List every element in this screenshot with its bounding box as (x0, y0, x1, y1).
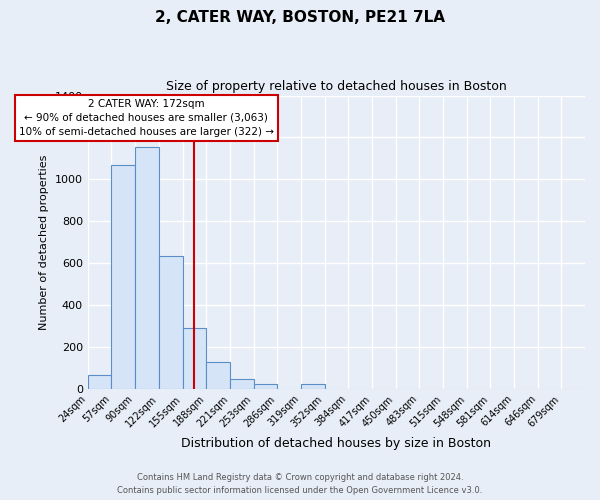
Bar (182, 328, 206, 389)
Bar (301, 384, 325, 389)
Bar (88, 376, 112, 389)
Bar (135, 147, 159, 389)
Text: 2 CATER WAY: 172sqm
← 90% of detached houses are smaller (3,063)
10% of semi-det: 2 CATER WAY: 172sqm ← 90% of detached ho… (19, 98, 274, 136)
Bar (159, 256, 182, 389)
Title: Size of property relative to detached houses in Boston: Size of property relative to detached ho… (166, 80, 507, 93)
Bar (230, 379, 254, 389)
Bar (206, 362, 230, 389)
Bar (254, 384, 277, 389)
X-axis label: Distribution of detached houses by size in Boston: Distribution of detached houses by size … (181, 437, 491, 450)
Bar (112, 164, 135, 389)
Y-axis label: Number of detached properties: Number of detached properties (39, 154, 49, 330)
Text: Contains HM Land Registry data © Crown copyright and database right 2024.
Contai: Contains HM Land Registry data © Crown c… (118, 473, 482, 495)
Text: 2, CATER WAY, BOSTON, PE21 7LA: 2, CATER WAY, BOSTON, PE21 7LA (155, 10, 445, 25)
